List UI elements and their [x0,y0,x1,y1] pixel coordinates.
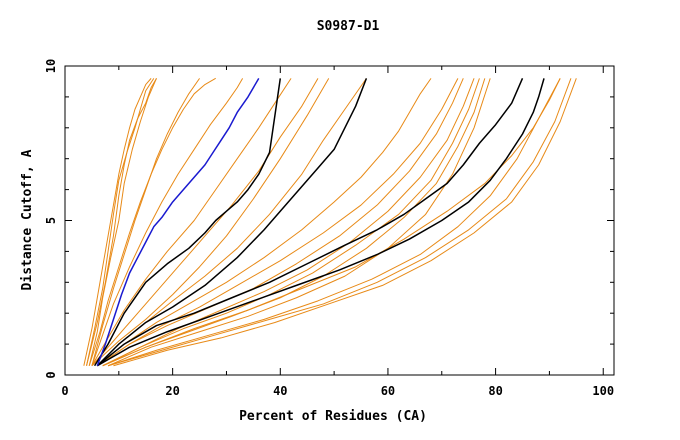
x-tick-label: 40 [273,384,287,398]
x-tick-label: 60 [381,384,395,398]
plot-area [83,77,577,367]
series-line-orange-5 [91,78,200,366]
series-line-orange-10 [91,78,330,367]
series-line-black-24 [96,78,368,367]
x-tick-label: 20 [165,384,179,398]
series-line-orange-6 [88,77,216,366]
x-tick-label: 80 [488,384,502,398]
series-line-orange-7 [91,78,244,366]
series-line-orange-13 [97,78,459,367]
series-line-black-25 [96,78,524,367]
series-line-orange-22 [102,78,561,367]
series-line-orange-21 [113,78,577,367]
chart-title: S0987-D1 [317,19,380,34]
series-line-orange-1 [83,78,152,366]
series-line-orange-17 [102,78,486,367]
series-line-orange-20 [107,78,572,367]
x-tick-label: 100 [592,384,614,398]
series-line-orange-16 [102,78,480,367]
series-line-orange-14 [97,78,464,367]
series-line-orange-9 [91,78,319,367]
series-line-black-23 [93,78,282,367]
series-line-orange-18 [107,78,491,367]
series-line-orange-15 [102,78,475,367]
series-line-orange-8 [91,78,292,366]
y-tick-label: 5 [44,217,58,224]
y-tick-label: 0 [44,371,58,378]
axes: 0 20 40 60 80 100 0 5 10 [44,59,614,398]
series-line-orange-19 [107,78,561,367]
series-line-orange-12 [96,78,432,367]
series-line-blue-27 [96,77,260,366]
series-line-orange-4 [88,78,157,366]
y-axis-label: Distance Cutoff, A [20,149,35,290]
x-axis-label: Percent of Residues (CA) [239,409,427,424]
x-tick-label: 0 [61,384,68,398]
y-tick-label: 10 [44,59,58,73]
series-line-black-26 [96,78,545,367]
series-line-orange-2 [86,78,155,366]
